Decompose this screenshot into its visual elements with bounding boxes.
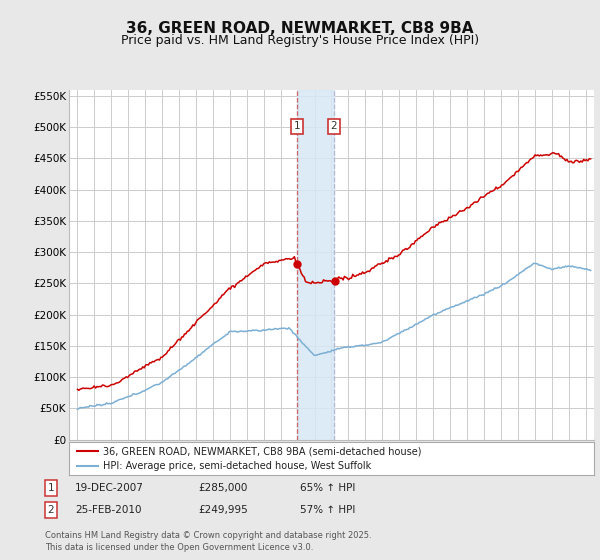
Text: Contains HM Land Registry data © Crown copyright and database right 2025.
This d: Contains HM Land Registry data © Crown c… xyxy=(45,531,371,552)
Text: 25-FEB-2010: 25-FEB-2010 xyxy=(75,505,142,515)
Text: £249,995: £249,995 xyxy=(198,505,248,515)
Text: £285,000: £285,000 xyxy=(198,483,247,493)
Bar xyxy=(297,90,334,440)
Text: 36, GREEN ROAD, NEWMARKET, CB8 9BA: 36, GREEN ROAD, NEWMARKET, CB8 9BA xyxy=(126,21,474,36)
Text: 19-DEC-2007: 19-DEC-2007 xyxy=(75,483,144,493)
Text: HPI: Average price, semi-detached house, West Suffolk: HPI: Average price, semi-detached house,… xyxy=(103,461,371,471)
Text: Price paid vs. HM Land Registry's House Price Index (HPI): Price paid vs. HM Land Registry's House … xyxy=(121,34,479,46)
Text: 36, GREEN ROAD, NEWMARKET, CB8 9BA (semi-detached house): 36, GREEN ROAD, NEWMARKET, CB8 9BA (semi… xyxy=(103,446,422,456)
Text: 57% ↑ HPI: 57% ↑ HPI xyxy=(300,505,355,515)
Text: 1: 1 xyxy=(294,122,301,132)
Text: 1: 1 xyxy=(47,483,55,493)
Text: 2: 2 xyxy=(331,122,337,132)
Text: 2: 2 xyxy=(47,505,55,515)
Text: 65% ↑ HPI: 65% ↑ HPI xyxy=(300,483,355,493)
